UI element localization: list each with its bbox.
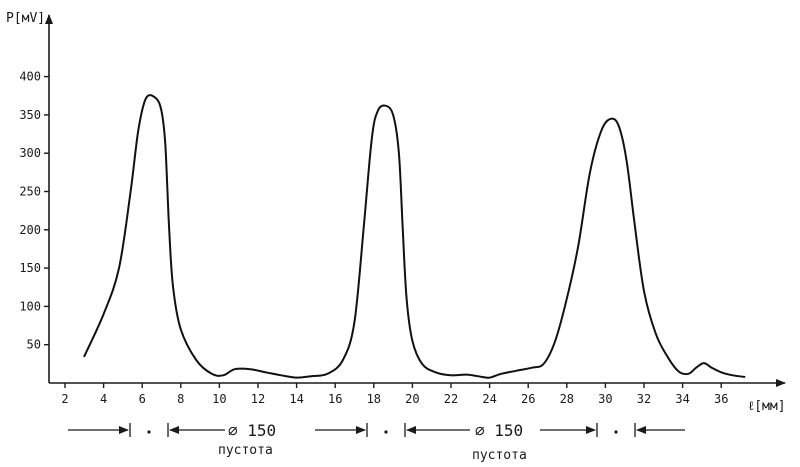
void-caption: пустота <box>472 448 527 463</box>
x-tick-label: 12 <box>251 392 265 406</box>
x-tick-label: 10 <box>212 392 226 406</box>
x-tick-label: 16 <box>328 392 342 406</box>
series-line <box>84 95 744 378</box>
x-tick-label: 20 <box>405 392 419 406</box>
y-tick-label: 400 <box>19 70 41 84</box>
x-tick-label: 34 <box>675 392 689 406</box>
x-tick-label: 2 <box>61 392 68 406</box>
y-ticks: 50 100 150 200 250 300 350 400 <box>19 70 49 352</box>
x-tick-label: 18 <box>367 392 381 406</box>
x-tick-label: 6 <box>139 392 146 406</box>
y-tick-label: 200 <box>19 223 41 237</box>
y-tick-label: 250 <box>19 185 41 199</box>
y-tick-label: 50 <box>27 338 41 352</box>
y-tick-label: 150 <box>19 261 41 275</box>
y-tick-label: 300 <box>19 146 41 160</box>
x-tick-label: 8 <box>177 392 184 406</box>
dimension-dots <box>147 430 617 433</box>
x-ticks: 24681012141618202224262830323436 <box>61 383 728 406</box>
dot <box>384 430 387 433</box>
x-tick-label: 14 <box>289 392 303 406</box>
y-axis-title: P[мV] <box>6 11 45 26</box>
axes <box>49 15 785 383</box>
dot <box>147 430 150 433</box>
x-tick-label: 30 <box>598 392 612 406</box>
x-tick-label: 22 <box>444 392 458 406</box>
dimension-annotations <box>68 423 685 437</box>
y-tick-label: 350 <box>19 108 41 122</box>
x-tick-label: 28 <box>560 392 574 406</box>
dot <box>614 430 617 433</box>
void-caption: пустота <box>218 443 273 458</box>
y-tick-label: 100 <box>19 299 41 313</box>
x-tick-label: 36 <box>714 392 728 406</box>
x-tick-label: 26 <box>521 392 535 406</box>
x-tick-label: 24 <box>482 392 496 406</box>
diameter-label: ⌀ 150 <box>475 421 523 440</box>
series-layer <box>84 95 744 378</box>
diameter-label: ⌀ 150 <box>228 421 276 440</box>
x-tick-label: 32 <box>637 392 651 406</box>
x-tick-label: 4 <box>100 392 107 406</box>
x-axis-title: ℓ[мм] <box>748 399 786 414</box>
